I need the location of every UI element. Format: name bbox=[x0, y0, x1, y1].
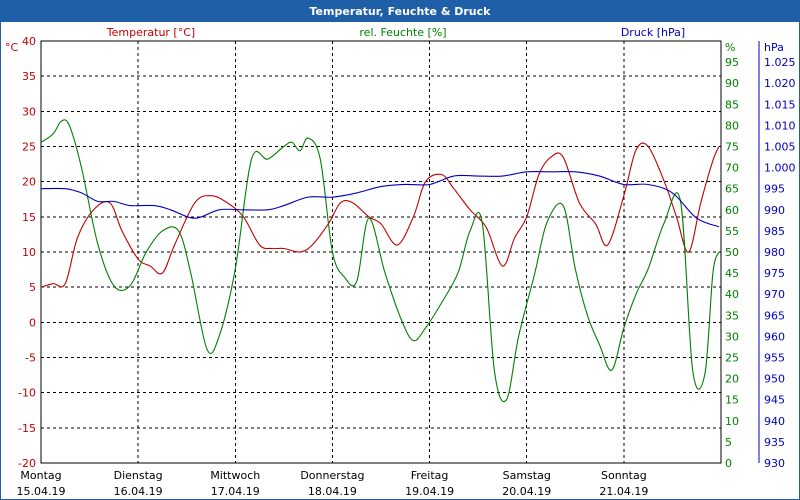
temperature-tick-label: 0 bbox=[29, 316, 36, 329]
humidity-tick-label: 35 bbox=[725, 309, 739, 322]
humidity-tick-label: 25 bbox=[725, 352, 739, 365]
humidity-tick-label: 0 bbox=[725, 457, 732, 470]
plot-area bbox=[40, 40, 722, 464]
day-date-label: 19.04.19 bbox=[405, 485, 454, 498]
humidity-tick-label: 70 bbox=[725, 162, 739, 175]
temperature-tick-label: 25 bbox=[22, 141, 36, 154]
temperature-unit-label: °C bbox=[5, 41, 19, 54]
day-date-label: 16.04.19 bbox=[114, 485, 163, 498]
temperature-tick-label: -15 bbox=[18, 422, 36, 435]
temperature-tick-label: 40 bbox=[22, 35, 36, 48]
humidity-tick-label: 80 bbox=[725, 119, 739, 132]
pressure-tick-label: 995 bbox=[764, 183, 785, 196]
temperature-series-line bbox=[40, 142, 720, 288]
pressure-tick-label: 955 bbox=[764, 352, 785, 365]
temperature-tick-label: -10 bbox=[18, 387, 36, 400]
pressure-tick-label: 935 bbox=[764, 436, 785, 449]
pressure-tick-label: 1.010 bbox=[764, 119, 796, 132]
pressure-tick-label: 990 bbox=[764, 204, 785, 217]
pressure-tick-label: 1.015 bbox=[764, 98, 796, 111]
pressure-tick-label: 970 bbox=[764, 288, 785, 301]
pressure-tick-label: 945 bbox=[764, 394, 785, 407]
humidity-tick-label: 40 bbox=[725, 288, 739, 301]
pressure-unit-label: hPa bbox=[764, 41, 784, 54]
day-date-label: 18.04.19 bbox=[308, 485, 357, 498]
pressure-tick-label: 940 bbox=[764, 415, 785, 428]
day-name-label: Dienstag bbox=[114, 469, 163, 482]
humidity-tick-label: 50 bbox=[725, 246, 739, 259]
day-name-label: Sonntag bbox=[601, 469, 647, 482]
temperature-tick-label: 35 bbox=[22, 70, 36, 83]
day-name-label: Samstag bbox=[503, 469, 551, 482]
humidity-tick-label: 60 bbox=[725, 204, 739, 217]
day-name-label: Mittwoch bbox=[210, 469, 260, 482]
humidity-tick-label: 90 bbox=[725, 77, 739, 90]
pressure-tick-label: 950 bbox=[764, 373, 785, 386]
humidity-tick-label: 20 bbox=[725, 373, 739, 386]
pressure-tick-label: 1.000 bbox=[764, 162, 796, 175]
pressure-tick-label: 1.025 bbox=[764, 56, 796, 69]
temperature-tick-label: 15 bbox=[22, 211, 36, 224]
temperature-tick-label: -20 bbox=[18, 457, 36, 470]
pressure-tick-label: 975 bbox=[764, 267, 785, 280]
pressure-tick-label: 1.020 bbox=[764, 77, 796, 90]
temperature-tick-label: 20 bbox=[22, 176, 36, 189]
window-title: Temperatur, Feuchte & Druck bbox=[1, 1, 799, 22]
pressure-tick-label: 985 bbox=[764, 225, 785, 238]
humidity-tick-label: 15 bbox=[725, 394, 739, 407]
humidity-tick-label: 85 bbox=[725, 98, 739, 111]
pressure-tick-label: 980 bbox=[764, 246, 785, 259]
pressure-series-line bbox=[40, 170, 720, 228]
day-date-label: 20.04.19 bbox=[502, 485, 551, 498]
humidity-unit-label: % bbox=[725, 41, 735, 54]
humidity-tick-label: 95 bbox=[725, 56, 739, 69]
day-name-label: Freitag bbox=[411, 469, 449, 482]
temperature-tick-label: 5 bbox=[29, 281, 36, 294]
day-name-label: Montag bbox=[20, 469, 61, 482]
humidity-axis-title: rel. Feuchte [%] bbox=[359, 26, 446, 39]
humidity-tick-label: 10 bbox=[725, 415, 739, 428]
temperature-tick-label: -5 bbox=[25, 352, 36, 365]
humidity-tick-label: 65 bbox=[725, 183, 739, 196]
pressure-axis-title: Druck [hPa] bbox=[621, 26, 685, 39]
humidity-series-line bbox=[40, 119, 720, 403]
pressure-tick-label: 965 bbox=[764, 309, 785, 322]
humidity-tick-label: 55 bbox=[725, 225, 739, 238]
pressure-tick-label: 930 bbox=[764, 457, 785, 470]
temperature-tick-label: 10 bbox=[22, 246, 36, 259]
day-date-label: 17.04.19 bbox=[211, 485, 260, 498]
temperature-axis-title: Temperatur [°C] bbox=[106, 26, 195, 39]
day-name-label: Donnerstag bbox=[300, 469, 364, 482]
humidity-tick-label: 30 bbox=[725, 330, 739, 343]
day-date-label: 21.04.19 bbox=[599, 485, 648, 498]
humidity-tick-label: 45 bbox=[725, 267, 739, 280]
humidity-tick-label: 5 bbox=[725, 436, 732, 449]
day-date-label: 15.04.19 bbox=[17, 485, 66, 498]
pressure-tick-label: 1.005 bbox=[764, 141, 796, 154]
temperature-tick-label: 30 bbox=[22, 105, 36, 118]
humidity-tick-label: 75 bbox=[725, 141, 739, 154]
pressure-tick-label: 960 bbox=[764, 330, 785, 343]
